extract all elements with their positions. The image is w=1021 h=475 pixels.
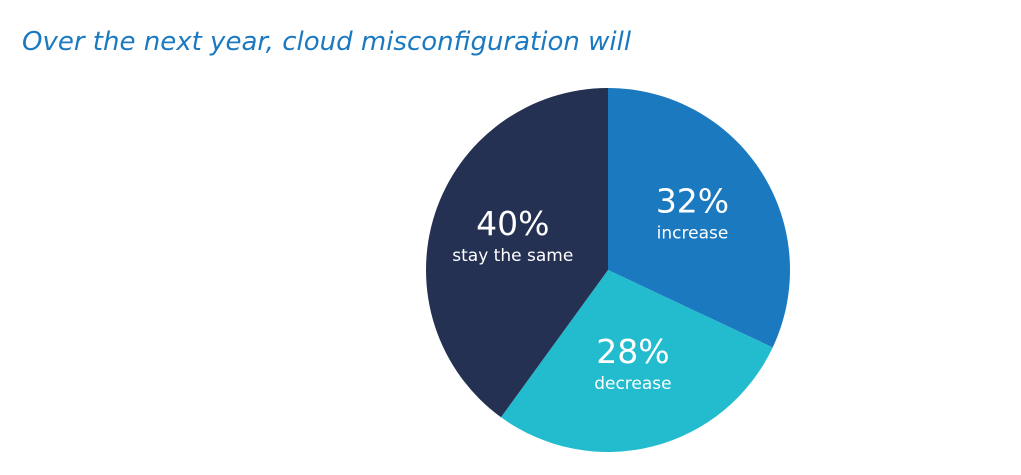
slice-category-label: stay the same <box>452 246 573 266</box>
pie-slice-decrease <box>501 270 773 453</box>
pie-slices <box>425 88 791 453</box>
chart-title: Over the next year, cloud misconfigurati… <box>22 27 632 57</box>
slice-value-label: 32% <box>656 181 729 220</box>
slice-category-label: decrease <box>594 374 671 394</box>
pie-slice-increase <box>608 88 791 348</box>
slice-value-label: 28% <box>596 332 669 371</box>
pie-labels: 32% increase 28% decrease 40% stay the same <box>452 181 729 394</box>
pie-slice-stay-the-same <box>425 88 608 418</box>
slice-value-label: 40% <box>476 204 549 243</box>
slice-category-label: increase <box>657 223 729 243</box>
